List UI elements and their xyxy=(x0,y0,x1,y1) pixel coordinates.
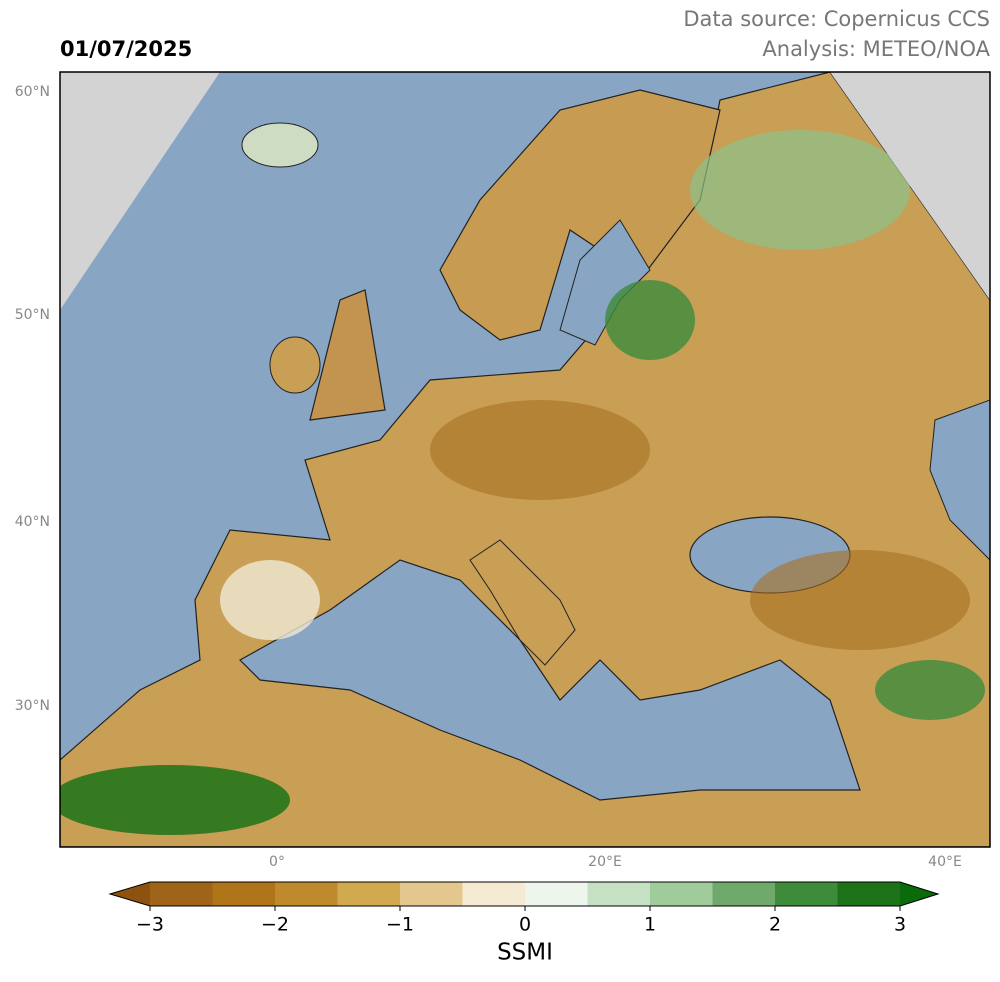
colorbar-tick-label: 0 xyxy=(519,914,531,936)
wet-area xyxy=(690,130,910,250)
colorbar-segment xyxy=(775,882,838,906)
colorbar-extend-low xyxy=(110,882,150,906)
colorbar-tick-label: −2 xyxy=(261,914,289,936)
data-source: Data source: Copernicus CCS xyxy=(683,7,990,31)
dry-area xyxy=(430,400,650,500)
mediterranean xyxy=(239,559,861,801)
analysis-credit: Analysis: METEO/NOA xyxy=(762,37,990,61)
colorbar-segment xyxy=(837,882,901,906)
colorbar-extend-high xyxy=(900,882,938,906)
colorbar-segment xyxy=(150,882,213,906)
colorbar-segment xyxy=(400,882,463,906)
colorbar-segment xyxy=(712,882,776,906)
italy xyxy=(469,539,576,666)
wet-area xyxy=(60,765,290,835)
colorbar-segment xyxy=(650,882,713,906)
colorbar-segment xyxy=(462,882,526,906)
lon-label: 0° xyxy=(269,854,285,870)
wet-area xyxy=(605,280,695,360)
lat-label: 30°N xyxy=(15,698,50,714)
colorbar-segment xyxy=(337,882,401,906)
lat-label: 40°N xyxy=(15,514,50,530)
date: 01/07/2025 xyxy=(60,37,192,61)
colorbar-tick-label: −3 xyxy=(136,914,164,936)
colorbar-tick-label: −1 xyxy=(386,914,414,936)
lon-label: 40°E xyxy=(928,854,962,870)
colorbar-label: SSMI xyxy=(497,940,553,966)
colorbar-segment xyxy=(587,882,651,906)
lon-label: 20°E xyxy=(588,854,622,870)
wet-area xyxy=(875,660,985,720)
colorbar-tick-label: 1 xyxy=(644,914,656,936)
map-frame xyxy=(59,71,991,848)
caspian-sea xyxy=(929,399,990,561)
colorbar-segment xyxy=(275,882,338,906)
no-data-area xyxy=(830,72,990,300)
colorbar-segment xyxy=(525,882,588,906)
ireland xyxy=(269,336,321,394)
neutral-area xyxy=(220,560,320,640)
lat-label: 50°N xyxy=(15,307,50,323)
colorbar-tick-label: 3 xyxy=(894,914,906,936)
colorbar-tick-label: 2 xyxy=(769,914,781,936)
colorbar-segment xyxy=(212,882,276,906)
lat-label: 60°N xyxy=(15,84,50,100)
baltic-sea xyxy=(559,219,651,346)
no-data-area xyxy=(60,72,220,310)
iceland xyxy=(241,122,319,168)
dry-area xyxy=(750,550,970,650)
great-britain xyxy=(309,289,386,421)
map xyxy=(60,72,990,847)
